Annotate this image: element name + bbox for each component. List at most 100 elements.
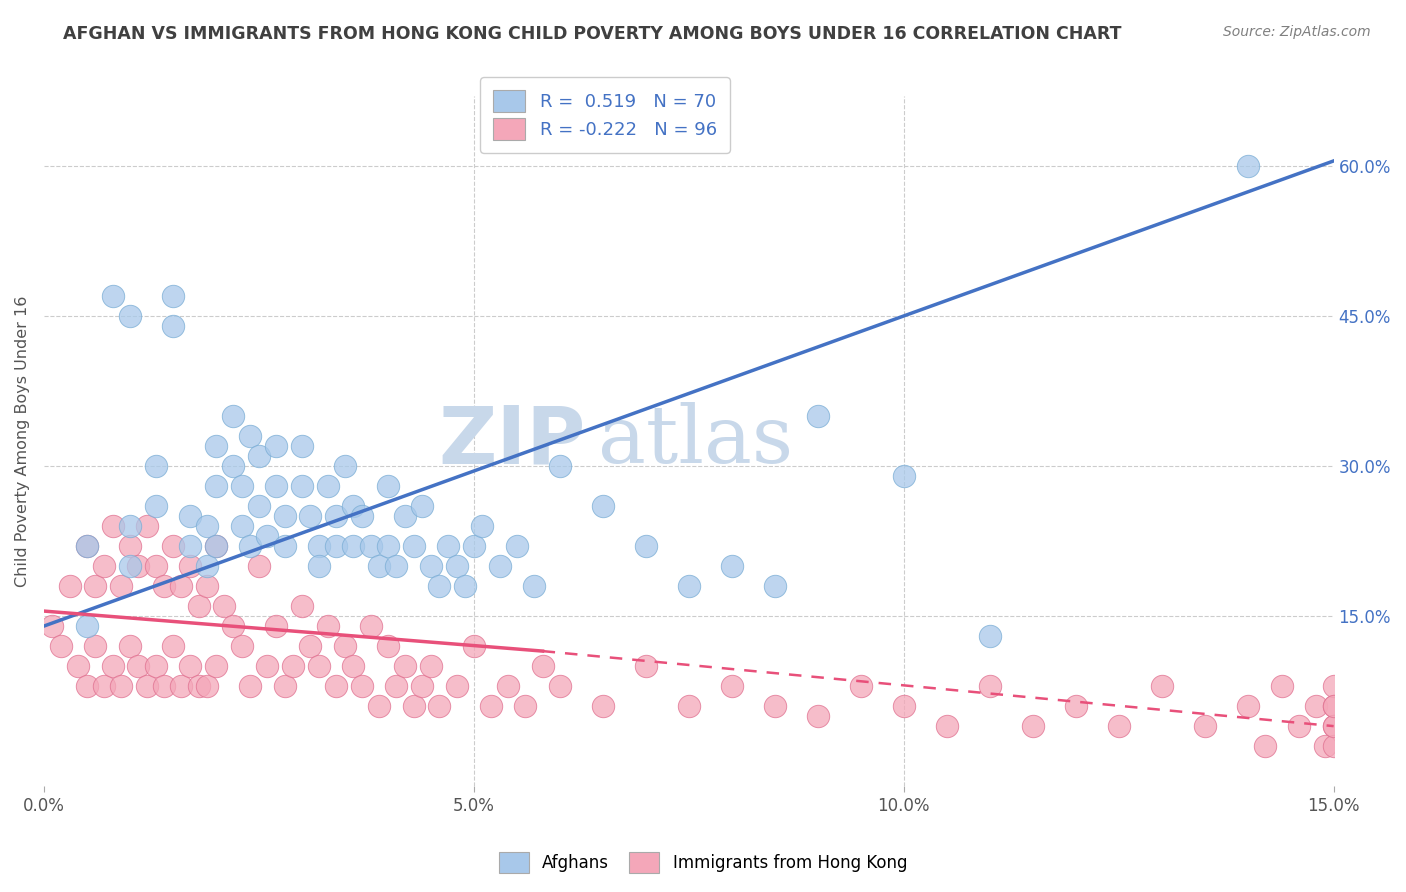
Point	[377, 479, 399, 493]
Point	[1194, 719, 1216, 733]
Point	[350, 509, 373, 524]
Point	[342, 499, 364, 513]
Point	[247, 559, 270, 574]
Point	[153, 679, 176, 693]
Point	[531, 659, 554, 673]
Point	[350, 679, 373, 693]
Point	[1108, 719, 1130, 733]
Point	[1305, 699, 1327, 714]
Point	[548, 679, 571, 693]
Point	[145, 659, 167, 673]
Point	[59, 579, 82, 593]
Point	[187, 679, 209, 693]
Point	[368, 699, 391, 714]
Point	[273, 509, 295, 524]
Point	[110, 679, 132, 693]
Point	[316, 479, 339, 493]
Point	[299, 509, 322, 524]
Point	[1323, 699, 1346, 714]
Point	[145, 458, 167, 473]
Text: AFGHAN VS IMMIGRANTS FROM HONG KONG CHILD POVERTY AMONG BOYS UNDER 16 CORRELATIO: AFGHAN VS IMMIGRANTS FROM HONG KONG CHIL…	[63, 25, 1122, 43]
Point	[41, 619, 63, 633]
Point	[162, 318, 184, 333]
Point	[239, 539, 262, 553]
Point	[394, 509, 416, 524]
Point	[446, 559, 468, 574]
Point	[523, 579, 546, 593]
Point	[247, 449, 270, 463]
Point	[463, 639, 485, 653]
Point	[1288, 719, 1310, 733]
Point	[394, 659, 416, 673]
Point	[49, 639, 72, 653]
Point	[145, 559, 167, 574]
Text: ZIP: ZIP	[439, 402, 585, 480]
Point	[76, 679, 98, 693]
Point	[231, 519, 253, 533]
Point	[496, 679, 519, 693]
Point	[127, 659, 149, 673]
Point	[205, 659, 228, 673]
Point	[506, 539, 529, 553]
Point	[1064, 699, 1087, 714]
Point	[377, 639, 399, 653]
Point	[179, 539, 201, 553]
Point	[368, 559, 391, 574]
Point	[291, 599, 314, 613]
Point	[273, 679, 295, 693]
Point	[187, 599, 209, 613]
Point	[1254, 739, 1277, 753]
Point	[1323, 719, 1346, 733]
Point	[325, 679, 347, 693]
Point	[411, 499, 433, 513]
Legend: R =  0.519   N = 70, R = -0.222   N = 96: R = 0.519 N = 70, R = -0.222 N = 96	[481, 78, 730, 153]
Point	[1323, 739, 1346, 753]
Point	[239, 429, 262, 443]
Point	[179, 559, 201, 574]
Point	[93, 559, 115, 574]
Text: atlas: atlas	[599, 402, 793, 480]
Point	[256, 659, 278, 673]
Point	[101, 289, 124, 303]
Point	[979, 629, 1001, 643]
Point	[935, 719, 957, 733]
Point	[429, 579, 451, 593]
Point	[1271, 679, 1294, 693]
Point	[1236, 159, 1258, 173]
Point	[179, 509, 201, 524]
Point	[325, 539, 347, 553]
Point	[110, 579, 132, 593]
Point	[1236, 699, 1258, 714]
Y-axis label: Child Poverty Among Boys Under 16: Child Poverty Among Boys Under 16	[15, 295, 30, 587]
Point	[807, 409, 830, 423]
Point	[84, 639, 107, 653]
Point	[893, 699, 915, 714]
Point	[205, 539, 228, 553]
Point	[195, 579, 218, 593]
Point	[118, 639, 141, 653]
Point	[93, 679, 115, 693]
Point	[548, 458, 571, 473]
Point	[463, 539, 485, 553]
Point	[1021, 719, 1043, 733]
Point	[170, 579, 193, 593]
Point	[1323, 679, 1346, 693]
Point	[763, 699, 786, 714]
Point	[1313, 739, 1336, 753]
Point	[678, 579, 700, 593]
Point	[446, 679, 468, 693]
Point	[592, 699, 614, 714]
Point	[136, 519, 159, 533]
Point	[377, 539, 399, 553]
Point	[411, 679, 433, 693]
Point	[67, 659, 90, 673]
Point	[145, 499, 167, 513]
Point	[118, 539, 141, 553]
Point	[153, 579, 176, 593]
Point	[299, 639, 322, 653]
Point	[402, 539, 425, 553]
Point	[205, 539, 228, 553]
Point	[385, 679, 408, 693]
Point	[807, 709, 830, 723]
Point	[118, 559, 141, 574]
